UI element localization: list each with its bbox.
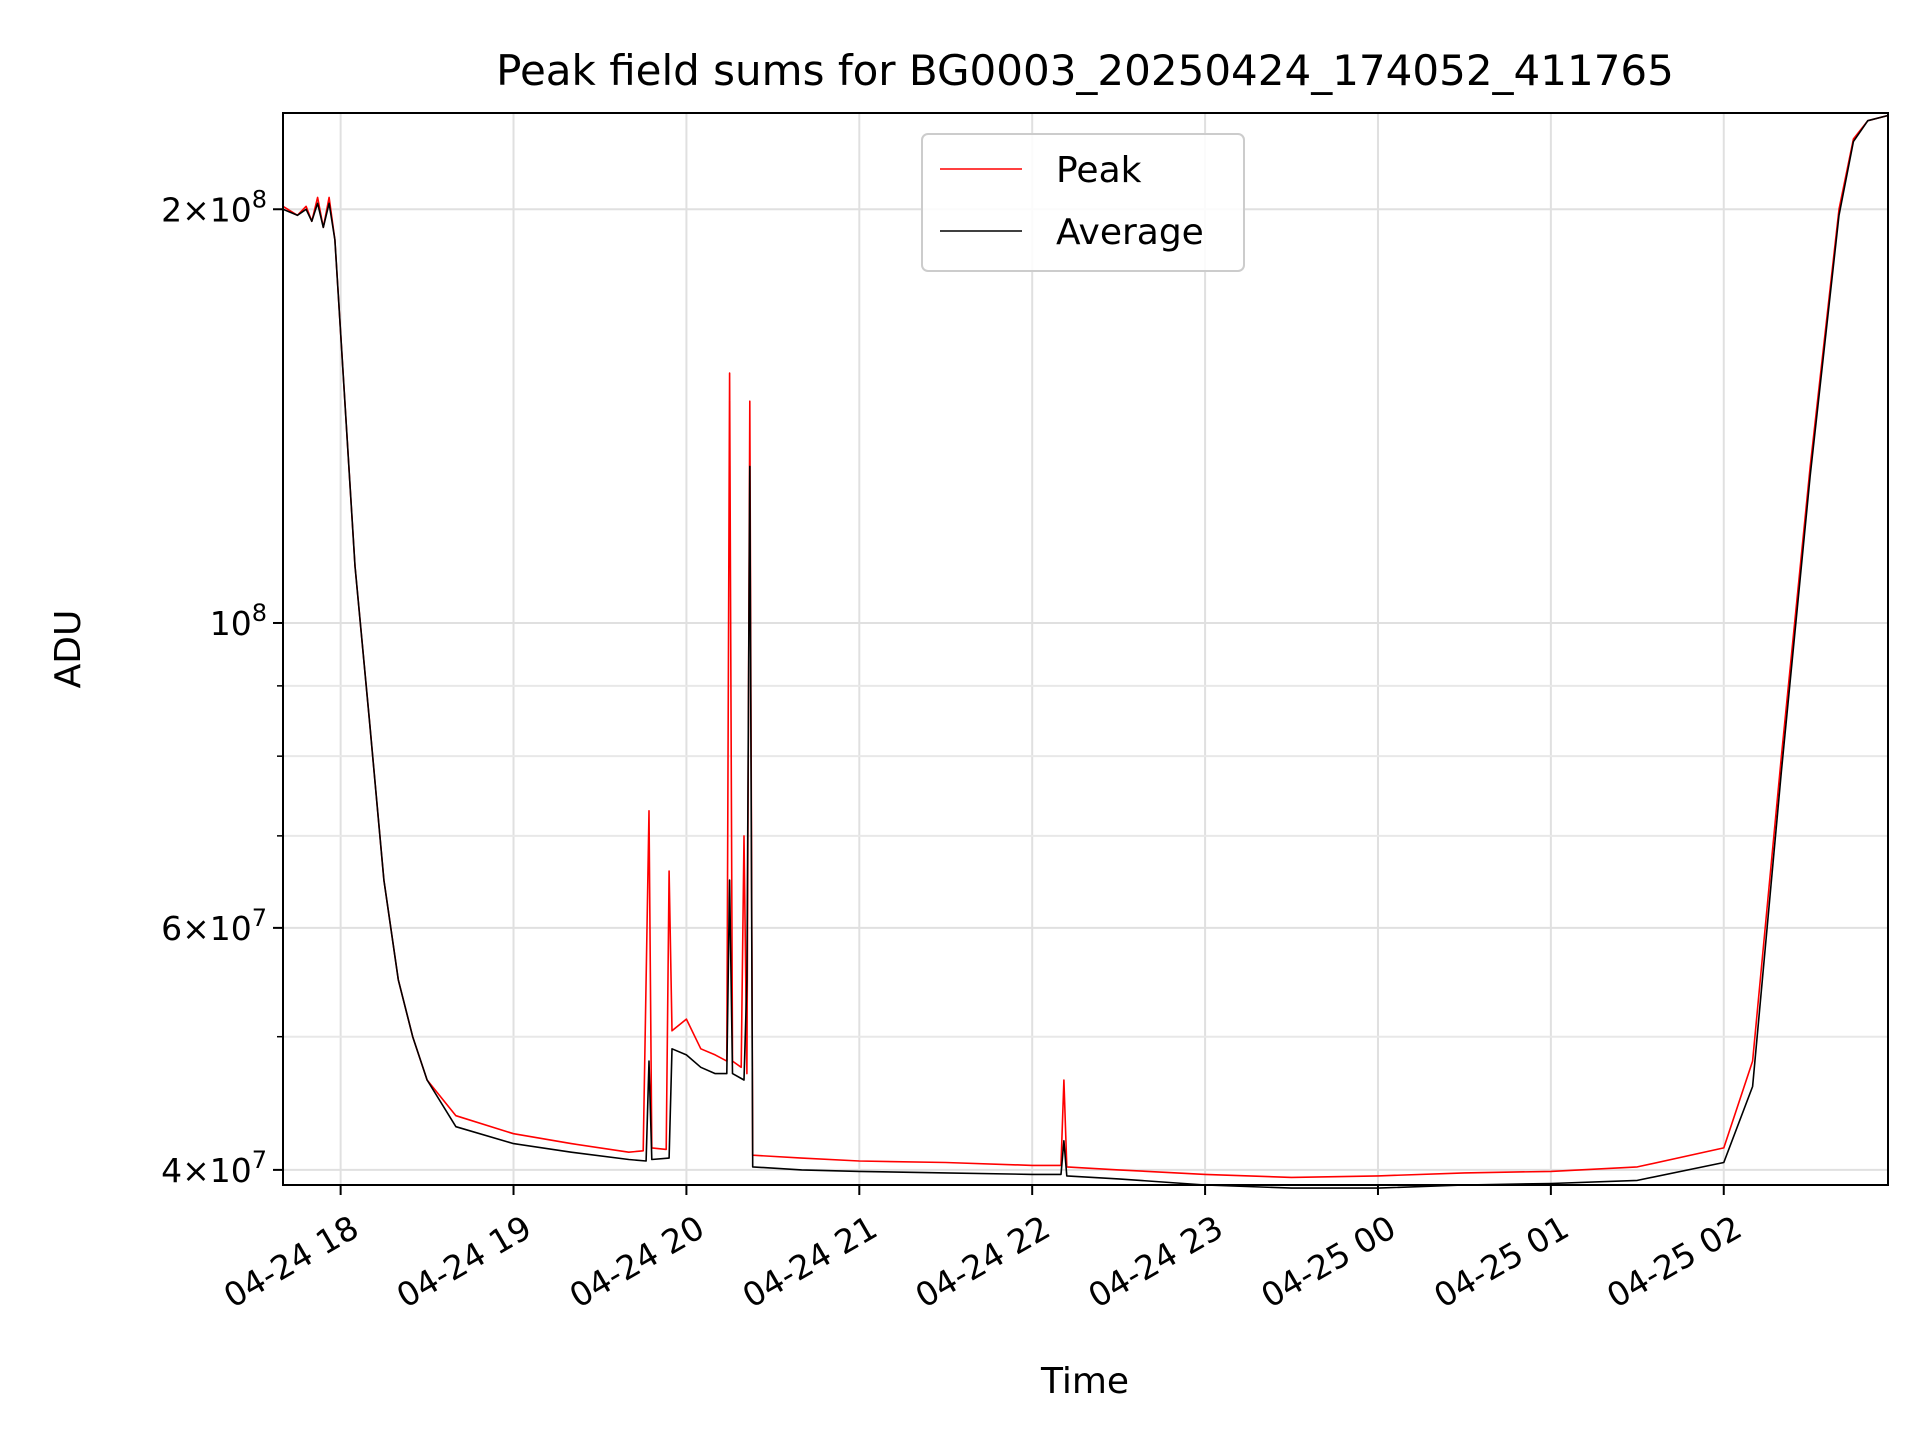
grid	[283, 113, 1888, 1185]
legend-label-peak: Peak	[1056, 150, 1142, 191]
legend: Peak Average	[921, 133, 1245, 272]
series-layer	[282, 114, 1889, 1189]
y-axis: 4×107 6×107 108 2×108	[161, 185, 283, 1190]
y-tick-label: 2×108	[161, 185, 267, 229]
chart-title: Peak field sums for BG0003_20250424_1740…	[496, 46, 1674, 95]
y-tick-label: 4×107	[161, 1146, 267, 1190]
plot-frame	[282, 112, 1889, 1186]
legend-label-average: Average	[1056, 212, 1204, 253]
x-axis-label: Time	[1040, 1361, 1129, 1402]
y-tick-label: 108	[210, 599, 267, 643]
y-axis-label: ADU	[48, 610, 89, 689]
series-line-average	[282, 114, 1889, 1189]
y-tick-label: 6×107	[161, 904, 267, 948]
